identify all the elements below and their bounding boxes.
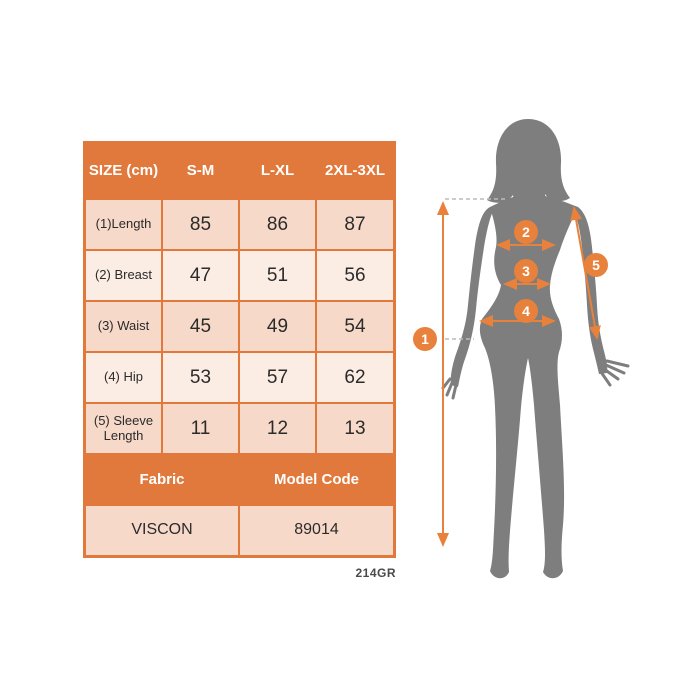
female-silhouette-diagram: 1 2 3 4 5 <box>413 119 630 579</box>
breast-2xl-3xl: 56 <box>317 251 393 300</box>
marker-number-2: 2 <box>522 224 530 240</box>
row-label-sleeve-length: (5) Sleeve Length <box>86 404 161 453</box>
row-label-hip: (4) Hip <box>86 353 161 402</box>
marker-number-5: 5 <box>592 257 600 273</box>
marker-number-3: 3 <box>522 263 530 279</box>
col-header-size-cm: SIZE (cm) <box>86 144 161 198</box>
sleeve-2xl-3xl: 13 <box>317 404 393 453</box>
col-header-s-m: S-M <box>163 144 238 198</box>
waist-l-xl: 49 <box>240 302 315 351</box>
length-l-xl: 86 <box>240 200 315 249</box>
measure-markers: 1 2 3 4 5 <box>413 220 608 351</box>
sleeve-s-m: 11 <box>163 404 238 453</box>
measurement-figure: 1 2 3 4 5 <box>410 95 660 595</box>
marker-circle-2 <box>514 220 538 244</box>
model-code-header: Model Code <box>240 455 393 504</box>
row-label-breast: (2) Breast <box>86 251 161 300</box>
hip-l-xl: 57 <box>240 353 315 402</box>
marker-circle-5 <box>584 253 608 277</box>
length-s-m: 85 <box>163 200 238 249</box>
marker-number-1: 1 <box>421 331 429 347</box>
measure-arrow-sleeve <box>570 206 601 340</box>
waist-s-m: 45 <box>163 302 238 351</box>
weight-note: 214GR <box>355 566 396 580</box>
breast-l-xl: 51 <box>240 251 315 300</box>
hip-2xl-3xl: 62 <box>317 353 393 402</box>
col-header-2xl-3xl: 2XL-3XL <box>317 144 393 198</box>
female-silhouette <box>441 119 630 579</box>
breast-s-m: 47 <box>163 251 238 300</box>
row-label-length: (1)Length <box>86 200 161 249</box>
fabric-header: Fabric <box>86 455 238 504</box>
sleeve-l-xl: 12 <box>240 404 315 453</box>
length-2xl-3xl: 87 <box>317 200 393 249</box>
marker-circle-4 <box>514 299 538 323</box>
marker-number-4: 4 <box>522 303 530 319</box>
row-label-waist: (3) Waist <box>86 302 161 351</box>
hip-s-m: 53 <box>163 353 238 402</box>
fabric-value: VISCON <box>86 506 238 555</box>
model-code-value: 89014 <box>240 506 393 555</box>
marker-circle-1 <box>413 327 437 351</box>
marker-circle-3 <box>514 259 538 283</box>
size-chart-table: SIZE (cm) S-M L-XL 2XL-3XL (1)Length 85 … <box>83 141 396 558</box>
waist-2xl-3xl: 54 <box>317 302 393 351</box>
col-header-l-xl: L-XL <box>240 144 315 198</box>
